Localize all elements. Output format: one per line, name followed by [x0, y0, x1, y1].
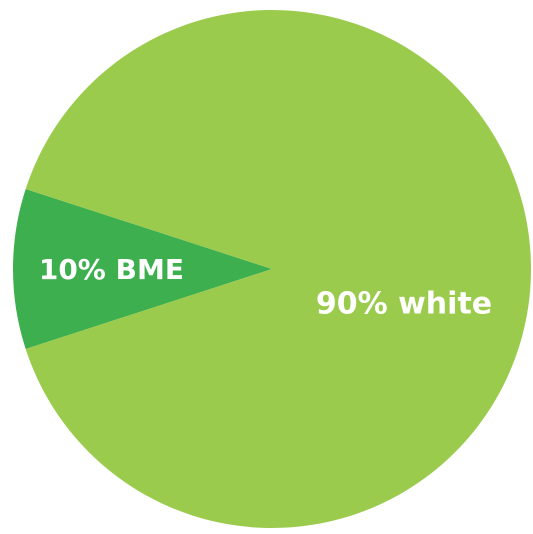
pie-slice-label-0: 10% BME: [39, 253, 184, 286]
pie-slice-1: [25, 9, 532, 528]
pie-slice-label-1: 90% white: [316, 287, 492, 322]
pie-slice-0: [13, 188, 272, 350]
